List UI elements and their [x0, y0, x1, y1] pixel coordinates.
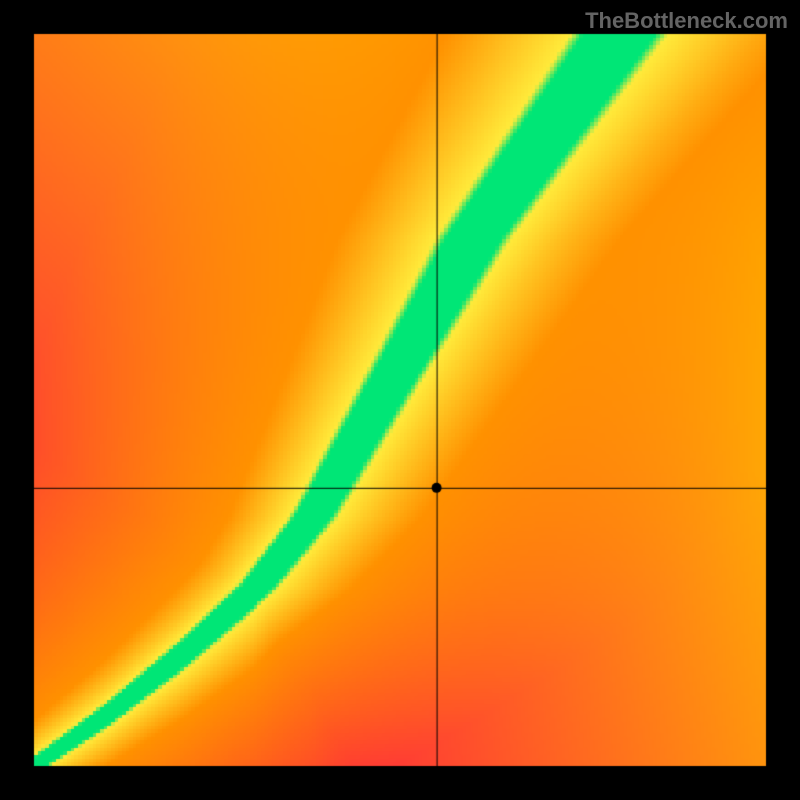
bottleneck-heatmap	[0, 0, 800, 800]
chart-container: TheBottleneck.com	[0, 0, 800, 800]
watermark-text: TheBottleneck.com	[585, 8, 788, 34]
